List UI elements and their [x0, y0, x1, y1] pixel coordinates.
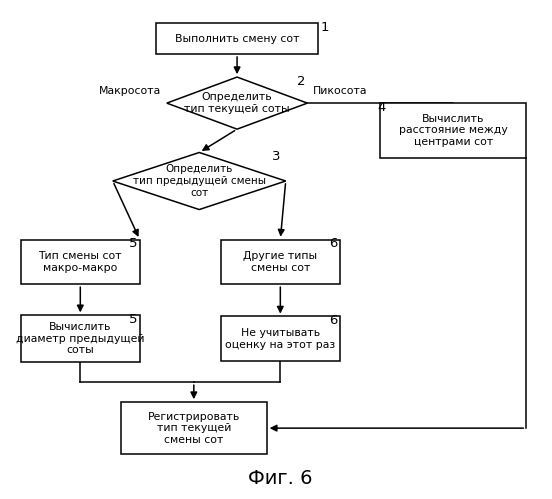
Text: Фиг. 6: Фиг. 6 — [248, 469, 312, 488]
Polygon shape — [113, 153, 286, 210]
Text: Вычислить
расстояние между
центрами сот: Вычислить расстояние между центрами сот — [399, 114, 508, 147]
FancyBboxPatch shape — [121, 402, 267, 454]
Text: Не учитывать
оценку на этот раз: Не учитывать оценку на этот раз — [225, 328, 336, 350]
FancyBboxPatch shape — [156, 23, 318, 54]
Text: 5: 5 — [129, 237, 137, 250]
Text: Выполнить смену сот: Выполнить смену сот — [175, 33, 299, 43]
Text: 6: 6 — [329, 314, 337, 327]
Text: 3: 3 — [272, 150, 281, 163]
Text: 4: 4 — [378, 101, 386, 114]
Text: Пикосота: Пикосота — [313, 86, 367, 96]
Text: 6: 6 — [329, 237, 337, 250]
FancyBboxPatch shape — [221, 316, 340, 361]
Text: Определить
тип текущей соты: Определить тип текущей соты — [184, 92, 290, 114]
FancyBboxPatch shape — [21, 240, 140, 284]
Text: 1: 1 — [321, 21, 330, 34]
FancyBboxPatch shape — [380, 103, 526, 158]
Text: Регистрировать
тип текущей
смены сот: Регистрировать тип текущей смены сот — [148, 412, 240, 445]
Text: 2: 2 — [296, 74, 305, 88]
Text: Другие типы
смены сот: Другие типы смены сот — [243, 251, 317, 273]
Text: Определить
тип предыдущей смены
сот: Определить тип предыдущей смены сот — [132, 165, 266, 198]
Text: Тип смены сот
макро-макро: Тип смены сот макро-макро — [39, 251, 122, 273]
Text: 5: 5 — [129, 313, 137, 326]
FancyBboxPatch shape — [21, 315, 140, 362]
Text: Макросота: Макросота — [99, 86, 161, 96]
FancyBboxPatch shape — [221, 240, 340, 284]
Text: Вычислить
диаметр предыдущей
соты: Вычислить диаметр предыдущей соты — [16, 322, 145, 355]
Polygon shape — [167, 77, 307, 129]
